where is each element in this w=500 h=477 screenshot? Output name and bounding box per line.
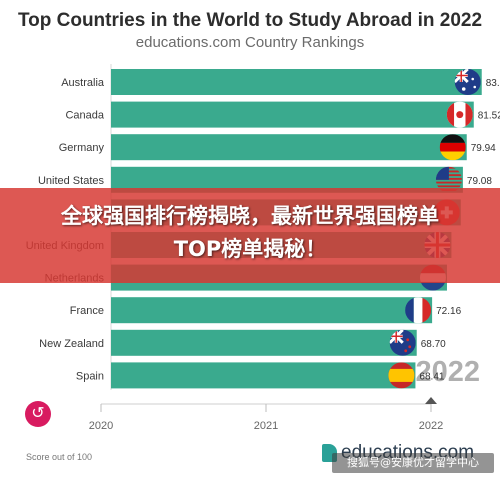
bar-france (111, 297, 433, 324)
category-label: New Zealand (39, 338, 104, 350)
value-label: 81.52 (478, 111, 500, 122)
replay-icon: ↺ (31, 405, 45, 422)
category-label: France (70, 305, 104, 317)
germany-flag-icon (439, 134, 466, 161)
bar-australia (111, 69, 482, 95)
chart-title: Top Countries in the World to Study Abro… (17, 10, 483, 31)
category-label: United States (38, 175, 105, 187)
value-label: 79.94 (471, 143, 496, 154)
bar-new-zealand (111, 329, 417, 356)
france-flag-icon (405, 297, 432, 324)
new-zealand-flag-icon (389, 329, 416, 356)
spain-flag-icon (388, 362, 415, 389)
timeline-tick-label: 2020 (89, 420, 113, 432)
banner-text: 全球强国排行榜揭晓，最新世界强国榜单TOP榜单揭秘！ (61, 204, 439, 261)
year-label: 2022 (415, 356, 480, 388)
overlay-banner: 全球强国排行榜揭晓，最新世界强国榜单TOP榜单揭秘！ (0, 188, 500, 283)
category-label: Germany (59, 142, 105, 154)
score-note: Score out of 100 (26, 452, 93, 462)
value-label: 68.70 (421, 339, 446, 350)
australia-flag-icon (454, 69, 481, 95)
value-label: 83.31 (486, 78, 500, 89)
bar-spain (111, 362, 416, 389)
category-label: Spain (76, 370, 104, 382)
timeline-marker-icon (425, 397, 437, 404)
value-label: 79.08 (467, 176, 492, 187)
value-label: 72.16 (436, 306, 461, 317)
canada-flag-icon (446, 101, 473, 128)
value-label: 68.41 (419, 371, 444, 382)
bar-germany (111, 134, 467, 161)
timeline-tick-label: 2021 (254, 420, 278, 432)
chart-subtitle: educations.com Country Rankings (135, 34, 365, 51)
bar-canada (111, 101, 474, 128)
category-label: Canada (65, 110, 104, 122)
replay-button[interactable]: ↺ (25, 401, 51, 427)
watermark: 搜狐号@安康优才留学中心 (332, 453, 494, 473)
category-label: Australia (61, 77, 105, 89)
timeline-tick-label: 2022 (419, 420, 443, 432)
